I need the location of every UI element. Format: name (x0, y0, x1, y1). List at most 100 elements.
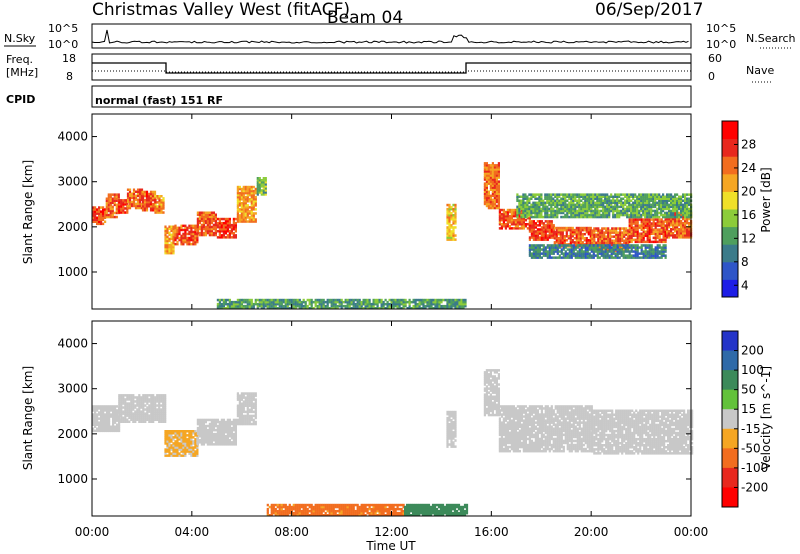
range-cell (604, 215, 607, 219)
range-cell (160, 398, 163, 401)
range-cell (158, 201, 161, 204)
range-cell (100, 405, 103, 408)
range-cell (528, 193, 531, 196)
range-cell (190, 242, 193, 246)
range-cell (600, 193, 603, 196)
range-cell (154, 195, 157, 198)
range-cell (544, 234, 547, 237)
range-cell (485, 164, 488, 167)
range-cell (598, 205, 601, 209)
range-cell (107, 197, 110, 200)
range-cell (612, 246, 615, 249)
range-cell (246, 304, 249, 308)
range-cell (542, 226, 545, 229)
range-cell (172, 452, 175, 455)
range-cell (216, 225, 219, 229)
range-cell (151, 202, 155, 206)
range-cell (604, 207, 607, 211)
range-cell (252, 193, 255, 197)
range-cell (599, 233, 602, 236)
range-cell (332, 300, 335, 304)
range-cell (296, 304, 299, 308)
range-cell (497, 172, 500, 175)
range-cell (627, 229, 630, 232)
range-cell (599, 231, 602, 234)
range-cell (262, 187, 265, 190)
range-cell (446, 220, 449, 223)
range-cell (434, 302, 437, 306)
range-cell (526, 213, 529, 217)
range-cell (572, 252, 575, 255)
range-cell (118, 209, 121, 212)
range-cell (107, 213, 110, 217)
range-cell (256, 193, 259, 196)
range-cell (116, 415, 119, 418)
range-cell (218, 302, 221, 306)
range-cell (562, 254, 565, 257)
range-cell (142, 404, 145, 407)
range-cell (294, 302, 297, 306)
range-cell (636, 236, 639, 240)
range-cell (258, 183, 261, 186)
range-cell (250, 216, 253, 219)
range-cell (108, 417, 111, 420)
range-cell (497, 168, 500, 171)
range-cell (678, 217, 681, 221)
range-cell (452, 302, 455, 306)
range-cell (186, 442, 189, 445)
range-cell (596, 215, 599, 219)
range-cell (458, 300, 461, 304)
range-cell (550, 211, 553, 215)
range-cell (520, 221, 523, 224)
range-cell (115, 195, 118, 198)
range-cell (546, 254, 549, 257)
range-cell (678, 232, 681, 235)
range-cell (120, 416, 123, 419)
range-cell (240, 422, 243, 426)
range-cell (362, 302, 365, 306)
range-cell (142, 412, 145, 415)
range-cell (575, 226, 578, 230)
range-cell (628, 218, 631, 221)
range-cell (192, 224, 195, 228)
range-cell (489, 176, 492, 179)
range-cell (238, 408, 241, 412)
range-cell (236, 412, 239, 416)
range-cell (587, 230, 590, 234)
range-cell (144, 412, 147, 415)
range-cell (228, 430, 231, 434)
range-cell (464, 302, 467, 306)
range-cell (154, 402, 157, 405)
range-cell (266, 300, 269, 304)
cpid-label: CPID (6, 93, 35, 106)
range-cell (566, 207, 569, 211)
range-cell (688, 199, 691, 202)
range-cell (676, 221, 679, 225)
range-cell (579, 237, 582, 240)
range-cell (489, 198, 492, 202)
range-cell (514, 212, 517, 216)
range-cell (650, 193, 653, 196)
range-cell (128, 190, 132, 193)
range-cell (623, 227, 626, 230)
range-cell (676, 217, 679, 221)
range-cell (634, 195, 637, 198)
range-cell (170, 438, 173, 441)
range-cell (573, 230, 576, 234)
range-cell (562, 205, 565, 209)
range-cell (530, 256, 533, 259)
range-cell (648, 211, 651, 215)
range-cell (606, 244, 609, 247)
range-cell (216, 418, 219, 422)
range-cell (650, 215, 653, 219)
range-cell (98, 222, 101, 226)
range-cell (122, 412, 125, 415)
range-cell (571, 228, 574, 232)
range-cell (105, 205, 108, 209)
range-cell (140, 400, 143, 403)
range-cell (268, 302, 271, 306)
range-cell (596, 193, 599, 196)
range-cell (680, 215, 683, 219)
range-cell (136, 200, 140, 204)
range-cell (240, 206, 243, 209)
